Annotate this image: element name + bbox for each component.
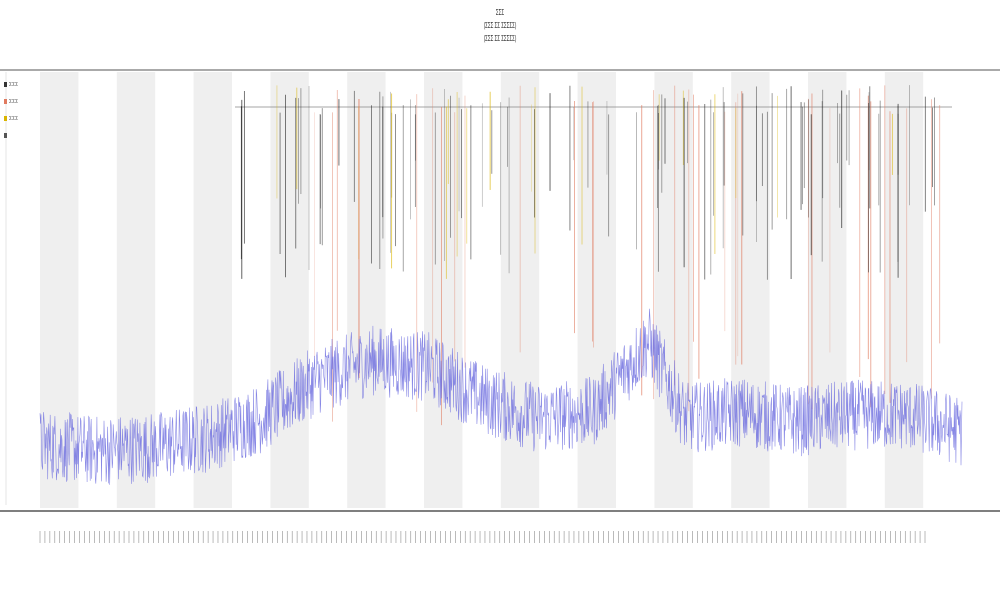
chart-subtitle-2: (ΣΣΣ ΣΣ ΣΣΣΣΣ) <box>483 34 517 43</box>
background-band <box>577 72 616 508</box>
background-band <box>424 72 463 508</box>
event-lines <box>240 85 941 426</box>
background-band <box>731 72 770 508</box>
chart-subtitle-1: (ΣΣΣ ΣΣ ΣΣΣΣΣ) <box>483 21 517 30</box>
legend-swatch <box>4 99 7 104</box>
legend-label: ΣΣΣ <box>9 116 18 122</box>
background-band <box>808 72 847 508</box>
chart-title: ΣΣΣ <box>495 8 505 17</box>
background-band <box>270 72 309 508</box>
chart-title-block: ΣΣΣ (ΣΣΣ ΣΣ ΣΣΣΣΣ) (ΣΣΣ ΣΣ ΣΣΣΣΣ) <box>0 6 1000 45</box>
legend-label: ΣΣΣ <box>9 82 18 88</box>
legend-swatch <box>4 82 7 87</box>
legend: ΣΣΣ ΣΣΣ ΣΣΣ <box>4 82 18 138</box>
background-band <box>116 72 156 508</box>
x-tick-labels <box>39 531 926 543</box>
series-line <box>39 308 963 485</box>
background-band <box>347 72 386 508</box>
legend-swatch <box>4 116 7 121</box>
legend-swatch <box>4 133 7 138</box>
background-band <box>654 72 693 508</box>
legend-label: ΣΣΣ <box>9 99 18 105</box>
background-band <box>884 72 924 508</box>
